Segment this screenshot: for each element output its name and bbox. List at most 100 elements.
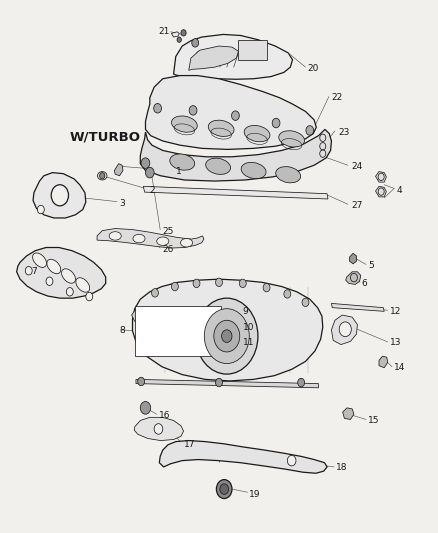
Polygon shape (133, 279, 323, 381)
Polygon shape (97, 229, 204, 248)
Text: 7: 7 (31, 267, 37, 276)
Text: 10: 10 (243, 322, 254, 332)
Text: 21: 21 (158, 27, 169, 36)
Circle shape (339, 322, 351, 337)
Circle shape (215, 278, 223, 287)
Ellipse shape (109, 232, 121, 240)
Circle shape (100, 173, 105, 179)
Polygon shape (332, 303, 384, 311)
Circle shape (215, 378, 223, 387)
Circle shape (138, 377, 145, 386)
Text: 9: 9 (243, 307, 248, 316)
Text: 2: 2 (150, 185, 155, 195)
Polygon shape (343, 408, 354, 419)
Polygon shape (114, 164, 123, 176)
Circle shape (140, 401, 151, 414)
Polygon shape (346, 272, 361, 285)
Circle shape (46, 277, 53, 286)
Circle shape (145, 167, 154, 178)
Circle shape (189, 106, 197, 115)
Circle shape (181, 30, 186, 36)
Ellipse shape (47, 259, 61, 274)
Text: 8: 8 (120, 326, 125, 335)
Polygon shape (132, 309, 143, 321)
Text: 25: 25 (163, 227, 174, 236)
Circle shape (196, 298, 258, 374)
Circle shape (232, 111, 239, 120)
Bar (134, 306, 221, 356)
Text: 17: 17 (184, 440, 196, 449)
Circle shape (86, 292, 93, 301)
Circle shape (272, 118, 280, 128)
Polygon shape (134, 417, 184, 441)
Text: 12: 12 (390, 307, 401, 316)
Bar (238, 39, 267, 60)
Polygon shape (33, 173, 86, 218)
Text: 24: 24 (351, 162, 362, 171)
Circle shape (287, 455, 296, 466)
Text: 20: 20 (307, 64, 319, 73)
Polygon shape (17, 247, 106, 298)
Polygon shape (375, 187, 386, 197)
Circle shape (204, 309, 249, 364)
Circle shape (66, 288, 73, 296)
Text: 27: 27 (351, 201, 362, 211)
Ellipse shape (157, 237, 169, 245)
Polygon shape (171, 32, 179, 37)
Ellipse shape (279, 131, 304, 147)
Polygon shape (350, 253, 357, 264)
Text: 6: 6 (362, 279, 367, 288)
Polygon shape (173, 35, 293, 79)
Text: 26: 26 (163, 245, 174, 254)
Ellipse shape (32, 253, 46, 268)
Circle shape (152, 289, 159, 297)
Text: 5: 5 (368, 261, 374, 270)
Text: 1: 1 (176, 167, 181, 176)
Text: 23: 23 (338, 127, 349, 136)
Text: 16: 16 (159, 411, 171, 420)
Circle shape (216, 480, 232, 498)
Circle shape (177, 37, 181, 42)
Polygon shape (159, 441, 327, 473)
Ellipse shape (180, 239, 193, 247)
Ellipse shape (133, 235, 145, 243)
Circle shape (284, 290, 291, 298)
Polygon shape (332, 315, 357, 344)
Text: 3: 3 (120, 199, 125, 208)
Circle shape (192, 39, 199, 47)
Ellipse shape (172, 116, 197, 132)
Circle shape (298, 378, 304, 387)
Ellipse shape (208, 120, 234, 136)
Ellipse shape (244, 125, 270, 142)
Ellipse shape (98, 172, 107, 180)
Ellipse shape (206, 158, 230, 174)
Circle shape (171, 282, 178, 291)
Circle shape (306, 126, 314, 135)
Polygon shape (136, 379, 318, 388)
Circle shape (214, 320, 240, 352)
Text: 22: 22 (332, 93, 343, 102)
Polygon shape (145, 76, 316, 149)
Text: W/TURBO: W/TURBO (70, 131, 141, 144)
Text: 15: 15 (368, 416, 380, 425)
Polygon shape (140, 130, 332, 181)
Circle shape (37, 205, 44, 214)
Circle shape (25, 266, 32, 275)
Circle shape (222, 330, 232, 342)
Circle shape (302, 298, 309, 306)
Ellipse shape (241, 163, 266, 179)
Polygon shape (379, 356, 388, 368)
Circle shape (154, 103, 162, 113)
Circle shape (193, 279, 200, 288)
Circle shape (263, 284, 270, 292)
Ellipse shape (170, 154, 195, 170)
Ellipse shape (62, 269, 75, 283)
Circle shape (141, 158, 150, 168)
Polygon shape (143, 187, 328, 199)
Text: 13: 13 (390, 338, 401, 348)
Circle shape (220, 484, 229, 494)
Circle shape (154, 424, 163, 434)
Circle shape (51, 185, 68, 206)
Text: 19: 19 (249, 490, 261, 499)
Ellipse shape (276, 167, 300, 183)
